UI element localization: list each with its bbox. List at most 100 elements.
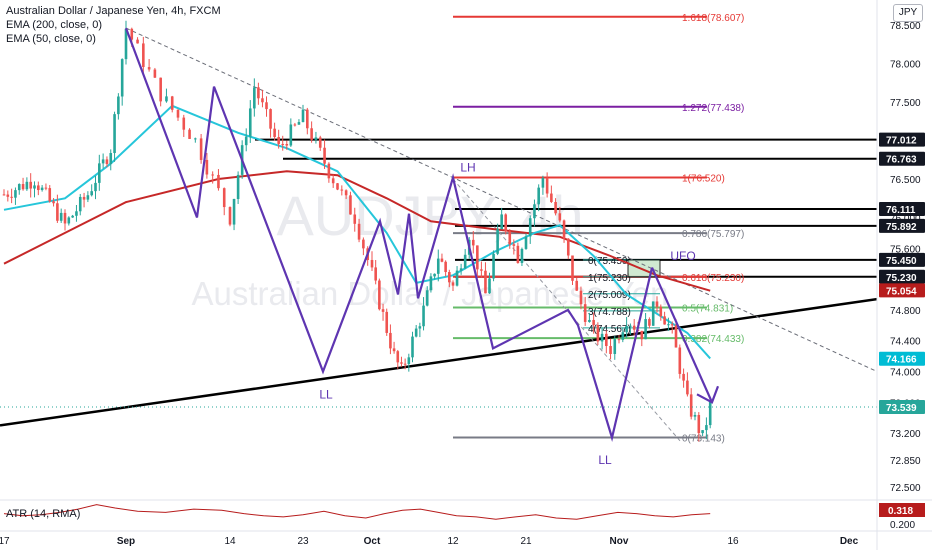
price-tag-label: 75.230 [886,273,917,284]
candle-body [418,326,422,329]
rising-trendline [0,297,877,427]
candle-body [52,201,55,204]
candle-body [400,362,403,364]
annotation-ll: LL [319,387,333,401]
candle-body [182,117,186,130]
candle-body [528,218,532,237]
time-tick-label: Nov [610,536,629,547]
candle-body [444,261,447,273]
candle-body [94,182,97,192]
candle-body [484,270,487,294]
chart-legend: Australian Dollar / Japanese Yen, 4h, FX… [6,4,221,46]
fib-level-label: 1.618(78.607) [682,13,744,24]
candle-body [496,229,499,254]
candle-body [63,212,67,224]
candle-body [433,273,436,277]
candle-body [25,181,29,190]
candle-body [232,199,236,225]
arrow-head [696,385,720,404]
currency-button[interactable]: JPY [893,4,923,22]
candle-body [101,159,105,164]
candle-body [512,244,516,246]
time-tick-label: 16 [727,536,739,547]
candle-body [306,109,309,129]
candle-body [621,332,625,340]
candle-body [500,214,503,230]
candle-body [142,43,145,68]
candle-body [159,77,162,102]
symbol-title[interactable]: Australian Dollar / Japanese Yen, 4h, FX… [6,5,221,17]
candle-body [6,194,10,197]
price-tag [879,151,925,166]
candle-body [396,351,400,363]
ema200-line [3,170,711,292]
price-tag-label: 76.763 [886,155,917,166]
candle-body [533,204,536,219]
price-tag-label: 75.450 [886,256,917,267]
candle-body [520,248,524,263]
candle-body [689,394,693,417]
candle-body [488,278,491,294]
candle-body [422,305,425,327]
inner-dashed-trendline [452,178,681,442]
candle-body [545,178,549,194]
price-tag-label: 73.539 [886,403,917,414]
price-tick-label: 77.500 [890,98,921,109]
candle-body [136,39,139,44]
atr-legend[interactable]: ATR (14, RMA) [6,508,81,520]
candle-body [67,217,71,224]
candle-body [362,239,365,249]
candle-body [113,114,116,154]
price-tag [879,269,925,284]
inner-fib-label: 3(74.788) [588,307,631,318]
price-tick-label: 74.000 [890,368,921,379]
candle-body [349,195,352,215]
candle-body [575,280,579,291]
candle-body [176,109,180,118]
candle-body [56,203,59,221]
price-tick-label: 76.500 [890,175,921,186]
time-tick-label: 17 [0,536,10,547]
candle-body [86,195,90,200]
candle-body [407,357,411,365]
candle-body [613,339,617,354]
candle-body [705,425,708,431]
candle-body [253,87,256,109]
price-tag [879,351,925,366]
candle-body [29,181,32,189]
candle-body [205,159,209,175]
price-tag-label: 75.054 [886,286,917,297]
price-tick-label: 74.800 [890,306,921,317]
fib-level-label: 1.272(77.438) [682,103,744,114]
candle-body [353,214,357,224]
candle-body [381,309,385,312]
atr-line [3,504,711,520]
candle-body [327,163,331,179]
candle-body [617,339,621,341]
candle-body [120,59,124,97]
candle-body [508,231,512,245]
candle-body [289,124,293,146]
fib-level-label: 0.786(75.797) [682,229,744,240]
candle-body [592,319,595,326]
candle-body [414,328,418,337]
time-tick-label: 12 [447,536,459,547]
candle-body [471,239,475,246]
candle-body [222,188,226,208]
candle-body [600,333,604,342]
price-tag-label: 76.111 [886,205,916,216]
ema50-legend[interactable]: EMA (50, close, 0) [6,33,96,45]
candle-body [708,401,712,426]
watermark-symbol: AUDJPY, 4h [276,184,583,247]
atr-value-tag [879,503,925,517]
candle-body [655,301,659,307]
ema200-legend[interactable]: EMA (200, close, 0) [6,19,102,31]
candle-body [236,174,240,200]
candle-body [640,330,644,340]
candle-body [340,189,344,191]
candle-body [550,193,553,202]
candle-body [625,326,628,333]
pattern-zigzag [124,27,654,442]
